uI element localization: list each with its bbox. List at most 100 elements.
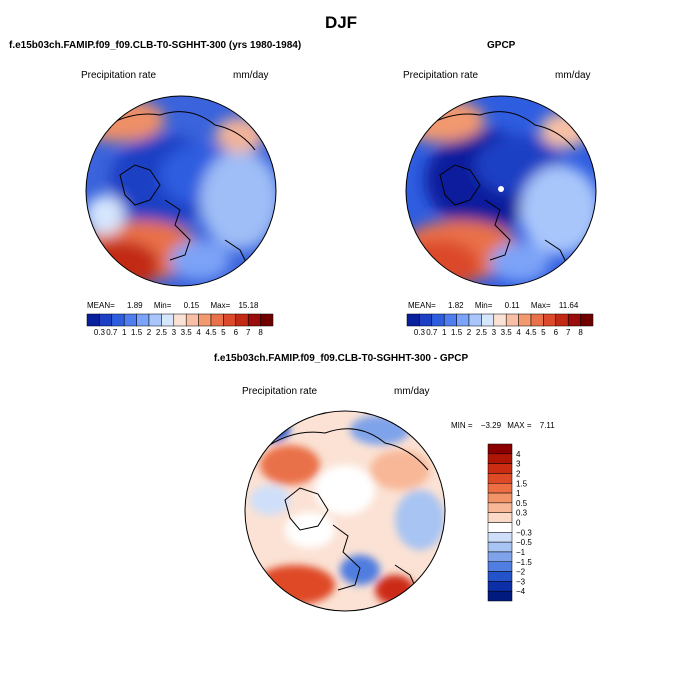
colorbar-1-tick-label: 7 xyxy=(246,328,251,337)
panel-2-min: 0.11 xyxy=(504,301,520,310)
panel-2-mean-label: MEAN= xyxy=(408,301,436,310)
colorbar-3-tick-label: 2 xyxy=(516,469,521,478)
colorbar-3-tick-label: −0.5 xyxy=(516,538,532,547)
colorbar-1-swatch-5 xyxy=(148,313,162,327)
colorbar-3-swatch-6 xyxy=(487,502,513,513)
colorbar-2-swatch-12 xyxy=(555,313,569,327)
colorbar-2-swatch-9 xyxy=(518,313,532,327)
panel-1-max: 15.18 xyxy=(238,301,259,310)
panel-1-stats: MEAN= 1.89 Min= 0.15 Max= 15.18 xyxy=(87,301,259,310)
panel-3-units: mm/day xyxy=(394,386,430,397)
colorbar-3-tick-label: 1 xyxy=(516,489,521,498)
colorbar-1-tick-label: 3.5 xyxy=(181,328,193,337)
panel-2-map xyxy=(405,95,597,287)
colorbar-3-tick-label: 3 xyxy=(516,460,521,469)
colorbar-2-tick-label: 3 xyxy=(492,328,497,337)
colorbar-3-swatch-0 xyxy=(487,443,513,455)
colorbar-1-tick-label: 2 xyxy=(147,328,152,337)
colorbar-2-swatch-11 xyxy=(543,313,557,327)
panel-1-variable: Precipitation rate xyxy=(81,70,157,81)
colorbar-3-swatch-12 xyxy=(487,561,513,572)
colorbar-1-tick-label: 4 xyxy=(196,328,201,337)
colorbar-2-tick-label: 6 xyxy=(554,328,559,337)
colorbar-2-tick-label: 4.5 xyxy=(525,328,537,337)
colorbar-3-swatch-1 xyxy=(487,453,513,464)
colorbar-1-swatch-11 xyxy=(223,313,237,327)
panel-3-map xyxy=(244,410,446,612)
colorbar-2-swatch-3 xyxy=(443,313,457,327)
colorbar-1-swatch-4 xyxy=(136,313,150,327)
colorbar-3-tick-label: 0.3 xyxy=(516,509,528,518)
panel-2-max-label: Max= xyxy=(530,301,551,310)
colorbar-3-swatch-5 xyxy=(487,492,513,504)
colorbar-2-tick-label: 3.5 xyxy=(501,328,513,337)
panel-1-min: 0.15 xyxy=(183,301,200,310)
colorbar-2-tick-label: 0.3 xyxy=(414,328,426,337)
colorbar-3-swatch-8 xyxy=(487,522,513,533)
panel-2-max: 11.64 xyxy=(558,301,579,310)
panel-1-title: f.e15b03ch.FAMIP.f09_f09.CLB-T0-SGHHT-30… xyxy=(9,40,302,51)
colorbar-1-swatch-3 xyxy=(123,313,137,327)
colorbar-3-tick-label: −3 xyxy=(516,577,526,586)
colorbar-3-tick-label: −0.3 xyxy=(516,528,532,537)
colorbar-1-tick-label: 5 xyxy=(221,328,226,337)
panel-1-units: mm/day xyxy=(233,70,269,81)
colorbar-2-swatch-6 xyxy=(481,313,495,327)
colorbar-3-swatch-4 xyxy=(487,483,513,494)
colorbar-3-tick-label: −1.5 xyxy=(516,558,532,567)
colorbar-1-swatch-9 xyxy=(198,313,212,327)
colorbar-3-swatch-9 xyxy=(487,532,513,543)
colorbar-2-swatch-4 xyxy=(456,313,470,327)
colorbar-2-tick-label: 2.5 xyxy=(476,328,488,337)
colorbar-2-tick-label: 7 xyxy=(566,328,571,337)
colorbar-2-swatch-5 xyxy=(468,313,482,327)
colorbar-2-tick-label: 5 xyxy=(541,328,546,337)
colorbar-1-tick-label: 8 xyxy=(258,328,263,337)
colorbar-2-swatch-2 xyxy=(431,313,445,327)
colorbar-1-swatch-10 xyxy=(210,313,224,327)
colorbar-3-tick-label: 1.5 xyxy=(516,479,528,488)
colorbar-2-swatch-7 xyxy=(493,313,507,327)
colorbar-1-tick-label: 3 xyxy=(172,328,177,337)
colorbar-2-tick-label: 4 xyxy=(516,328,521,337)
panel-3-max-label: MAX = xyxy=(507,421,532,430)
panel-3-variable: Precipitation rate xyxy=(242,386,318,397)
panel-1-max-label: Max= xyxy=(210,301,231,310)
colorbar-2-tick-label: 1 xyxy=(442,328,447,337)
colorbar-2-swatch-13 xyxy=(567,313,581,327)
panel-2-stats: MEAN= 1.82 Min= 0.11 Max= 11.64 xyxy=(408,301,578,310)
colorbar-2-tick-label: 0.7 xyxy=(426,328,438,337)
panel-2-mean: 1.82 xyxy=(448,301,464,310)
colorbar-3-tick-label: 0 xyxy=(516,519,521,528)
colorbar-3-tick-label: 4 xyxy=(516,450,521,459)
panel-2-variable: Precipitation rate xyxy=(403,70,479,81)
panel-1-mean: 1.89 xyxy=(127,301,143,310)
colorbar-1-swatch-8 xyxy=(185,313,199,327)
colorbar-1-swatch-1 xyxy=(99,313,113,327)
panel-3-stats: MIN = −3.29 MAX = 7.11 xyxy=(451,421,555,430)
panel-1-map xyxy=(85,95,277,287)
colorbar-1-tick-label: 0.3 xyxy=(94,328,106,337)
colorbar-2-tick-label: 1.5 xyxy=(451,328,463,337)
colorbar-1-swatch-14 xyxy=(260,313,274,327)
colorbar-3-swatch-7 xyxy=(487,512,513,523)
panel-1-min-label: Min= xyxy=(153,301,172,310)
colorbar-3-tick-label: −4 xyxy=(516,587,526,596)
colorbar-1-tick-label: 6 xyxy=(234,328,239,337)
colorbar-1-tick-label: 0.7 xyxy=(106,328,118,337)
colorbar-3-tick-label: −1 xyxy=(516,548,526,557)
colorbar-3-swatch-14 xyxy=(487,581,513,592)
panel-3-min: −3.29 xyxy=(480,421,502,430)
panel-3-min-label: MIN = xyxy=(451,421,473,430)
panel-2-units: mm/day xyxy=(555,70,591,81)
colorbar-1-swatch-6 xyxy=(161,313,175,327)
panel-3-max: 7.11 xyxy=(539,421,555,430)
panel-1-mean-label: MEAN= xyxy=(87,301,115,310)
colorbar-1-swatch-7 xyxy=(173,313,187,327)
colorbar-1-swatch-12 xyxy=(235,313,249,327)
colorbar-2-tick-label: 8 xyxy=(578,328,583,337)
colorbar-3-tick-label: −2 xyxy=(516,568,526,577)
colorbar-2-swatch-14 xyxy=(580,313,594,327)
panel-2-min-label: Min= xyxy=(474,301,493,310)
